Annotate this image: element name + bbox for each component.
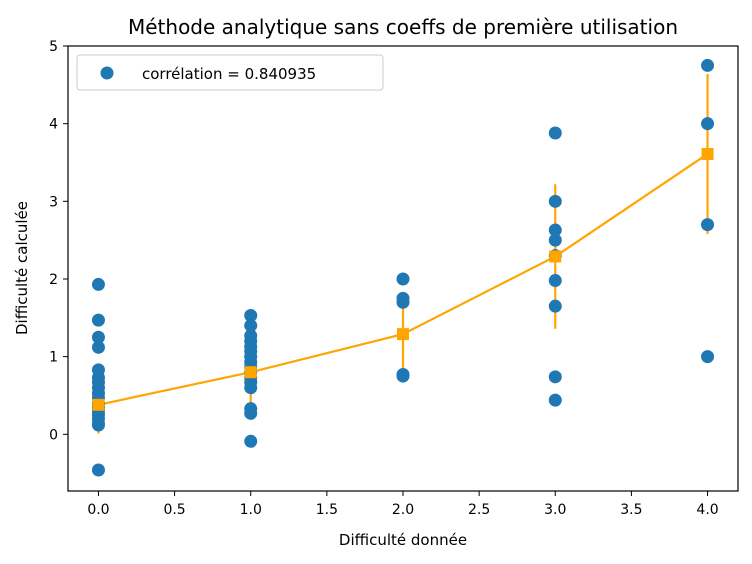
legend-marker (100, 66, 114, 80)
x-tick-label: 2.5 (468, 502, 490, 518)
scatter-point (91, 313, 105, 327)
y-axis-label: Difficulté calculée (13, 201, 31, 335)
scatter-point (548, 223, 562, 237)
mean-marker (92, 398, 105, 411)
scatter-point (548, 233, 562, 247)
y-tick-label: 4 (49, 117, 58, 133)
x-axis-ticks: 0.0 0.5 1.0 1.5 2.0 2.5 3.0 3.5 4.0 (87, 491, 719, 518)
mean-marker (701, 147, 714, 160)
x-tick-label: 0.5 (163, 502, 185, 518)
scatter-point (548, 126, 562, 140)
x-tick-label: 4.0 (696, 502, 718, 518)
x-tick-label: 2.0 (392, 502, 414, 518)
scatter-point (244, 319, 258, 333)
scatter-point (396, 291, 410, 305)
x-tick-label: 3.5 (620, 502, 642, 518)
legend-label: corrélation = 0.840935 (142, 65, 316, 83)
scatter-point (396, 272, 410, 286)
scatter-point (548, 274, 562, 288)
x-axis-label: Difficulté donnée (339, 531, 467, 549)
scatter-point (396, 368, 410, 382)
scatter-point (701, 58, 715, 72)
mean-marker (244, 366, 257, 379)
scatter-point (244, 434, 258, 448)
scatter-point (244, 308, 258, 322)
y-tick-label: 0 (49, 427, 58, 443)
scatter-point (548, 393, 562, 407)
x-tick-label: 1.0 (240, 502, 262, 518)
x-tick-label: 1.5 (316, 502, 338, 518)
scatter-point (244, 402, 258, 416)
legend-box (76, 54, 384, 91)
scatter-point (91, 277, 105, 291)
y-tick-label: 1 (49, 350, 58, 366)
x-tick-label: 3.0 (544, 502, 566, 518)
mean-marker (549, 250, 562, 263)
scatter-point (91, 463, 105, 477)
y-tick-label: 2 (49, 272, 58, 288)
y-tick-label: 5 (49, 39, 58, 55)
scatter-point (701, 218, 715, 232)
scatter-point (701, 117, 715, 131)
scatter-point (548, 299, 562, 313)
legend: corrélation = 0.840935 (76, 54, 384, 91)
scatter-point (701, 350, 715, 364)
plot-frame (67, 45, 739, 492)
scatter-point (91, 330, 105, 344)
mean-marker (397, 328, 409, 341)
plot-area (68, 46, 738, 491)
scatter-point (91, 340, 105, 354)
chart-title: Méthode analytique sans coeffs de premiè… (128, 15, 678, 39)
y-tick-label: 3 (49, 194, 58, 210)
scatter-point (548, 370, 562, 384)
y-axis-ticks: 0 1 2 3 4 5 (49, 39, 68, 443)
x-tick-label: 0.0 (87, 502, 109, 518)
scatter-point (548, 194, 562, 208)
mean-markers (92, 147, 714, 411)
scatter-point (91, 363, 105, 377)
scatter-point (244, 329, 258, 343)
